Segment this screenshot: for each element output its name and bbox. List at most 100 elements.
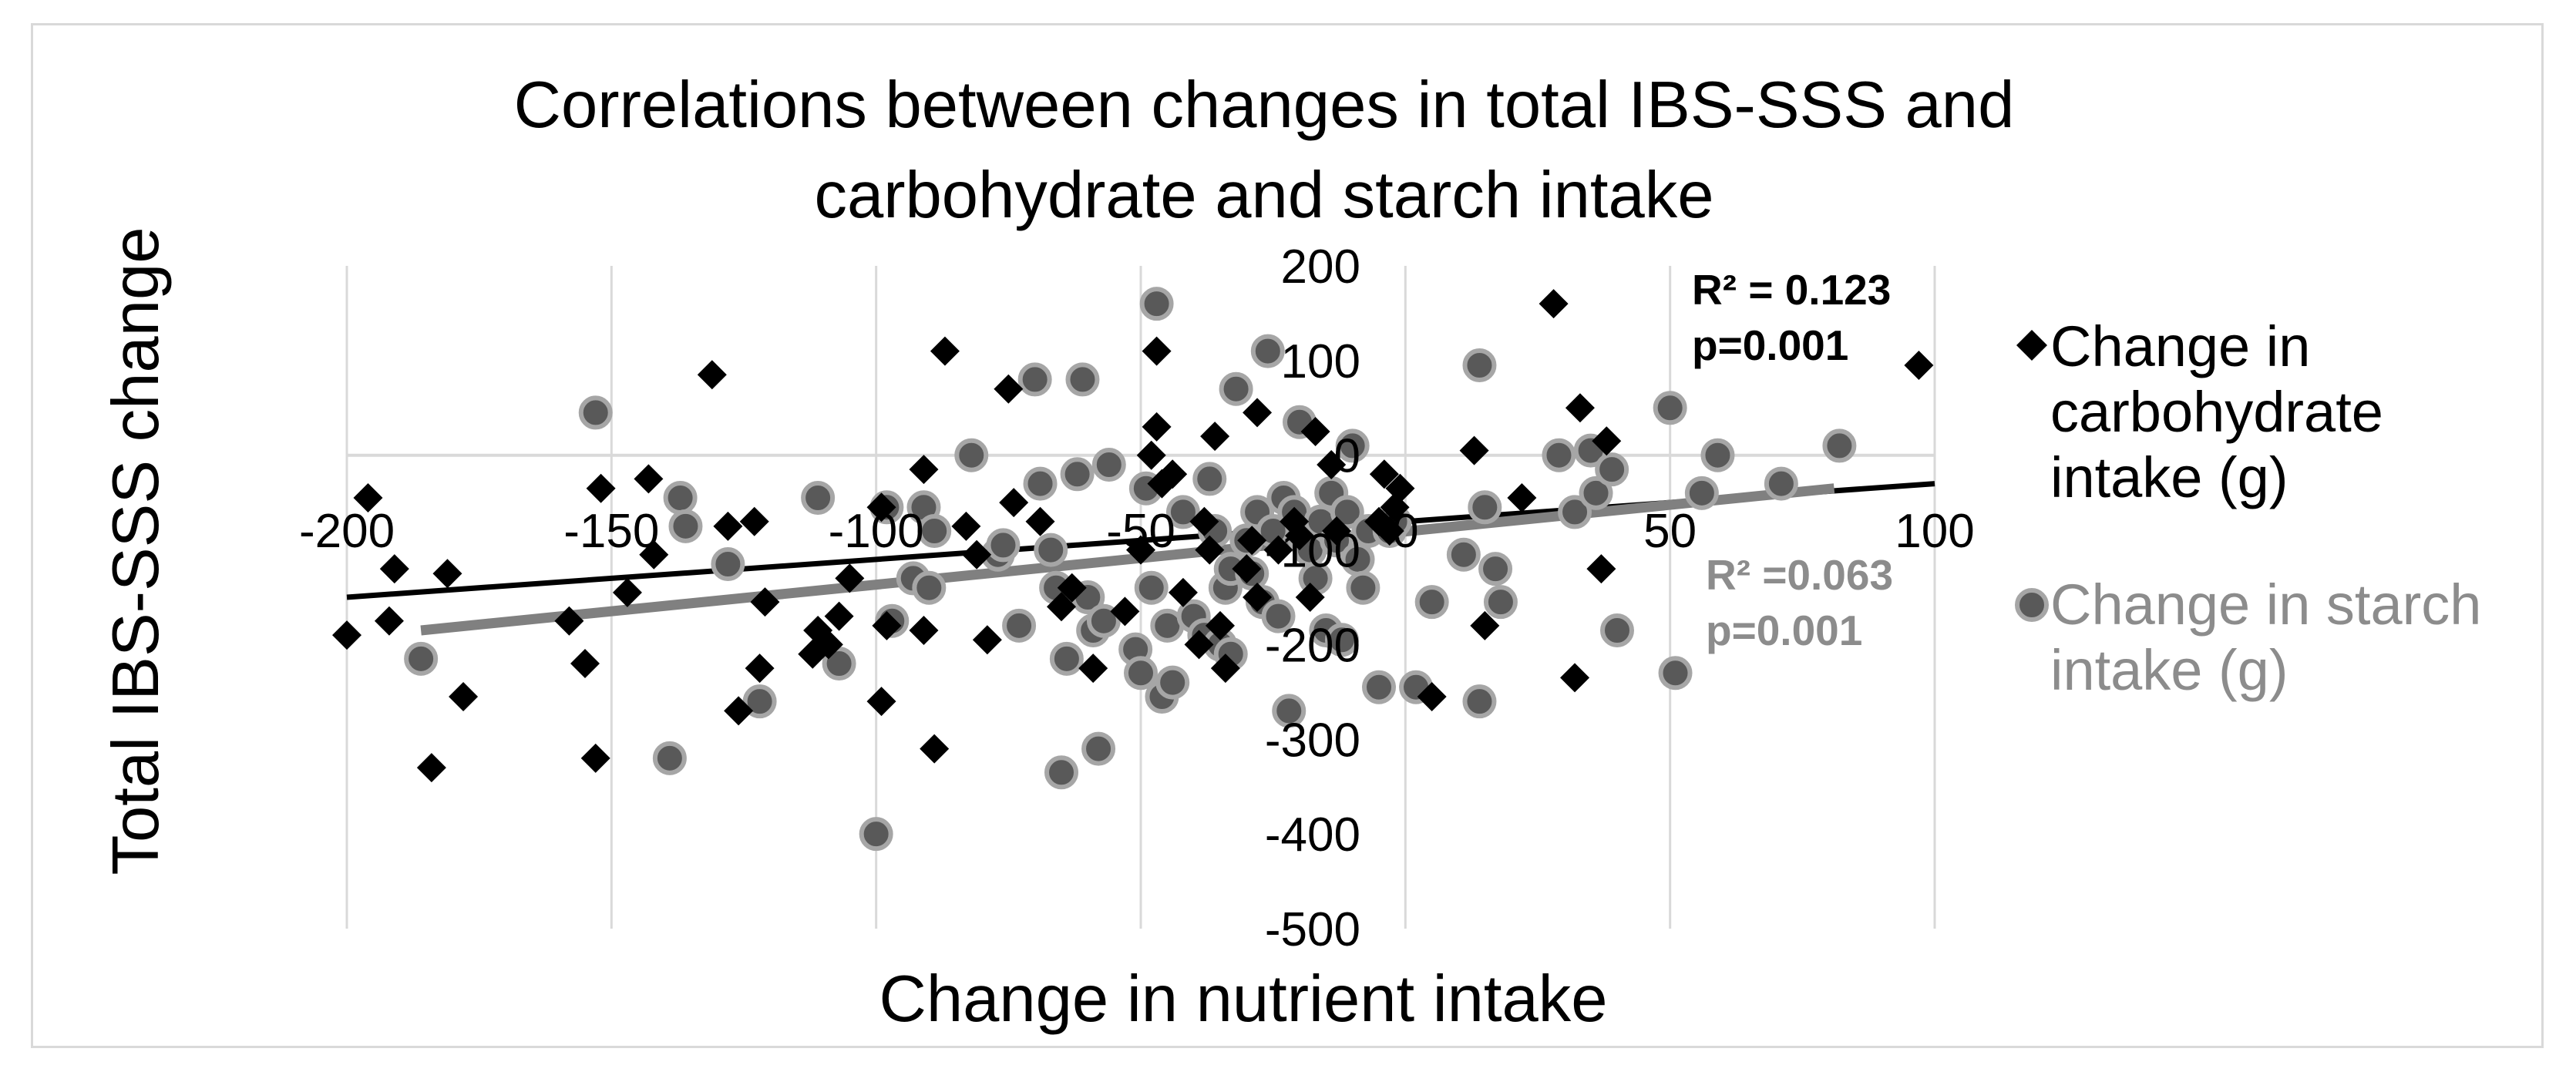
starch-point xyxy=(668,509,703,543)
x-tick-label: -50 xyxy=(1106,505,1175,558)
carbohydrate-point xyxy=(1369,459,1399,489)
trendline-annotation-0-1: p=0.001 xyxy=(1692,321,1848,369)
starch-point xyxy=(1086,603,1121,638)
starch-point xyxy=(1044,755,1078,790)
starch-point xyxy=(822,647,856,680)
starch-point xyxy=(1764,466,1798,501)
carbohydrate-point xyxy=(1126,535,1155,565)
carbohydrate-point xyxy=(835,563,865,593)
legend-starch-label: Change in starch xyxy=(2050,573,2481,637)
starch-point xyxy=(1653,391,1687,425)
starch-point xyxy=(1272,694,1306,728)
carbohydrate-point xyxy=(1592,426,1622,456)
carbohydrate-point xyxy=(1317,450,1347,479)
carbohydrate-point xyxy=(999,488,1029,518)
y-tick-label: -300 xyxy=(1265,714,1360,767)
starch-point xyxy=(954,438,989,472)
legend-starch-label: intake (g) xyxy=(2050,638,2288,702)
carbohydrate-point xyxy=(1047,592,1076,622)
carbohydrate-point xyxy=(1507,483,1537,512)
starch-point xyxy=(1658,656,1693,691)
carbohydrate-point xyxy=(1136,440,1166,470)
carbohydrate-point xyxy=(697,360,727,390)
starch-point xyxy=(1065,362,1100,397)
starch-point xyxy=(404,641,439,676)
carbohydrate-point xyxy=(1322,516,1352,546)
starch-point xyxy=(578,395,613,430)
carbohydrate-point xyxy=(1078,654,1108,684)
carbohydrate-point xyxy=(1206,610,1235,640)
carbohydrate-point xyxy=(909,455,939,485)
starch-point xyxy=(1219,371,1253,406)
x-tick-label: -100 xyxy=(829,505,924,558)
x-axis-title: Change in nutrient intake xyxy=(879,963,1607,1036)
carbohydrate-point xyxy=(1158,459,1188,489)
x-tick-label: -200 xyxy=(299,505,395,558)
carbohydrate-point xyxy=(1586,554,1616,584)
starch-point xyxy=(1462,684,1497,719)
carbohydrate-point xyxy=(1184,630,1214,660)
x-tick-label: 100 xyxy=(1895,505,1974,558)
x-tick-label: 0 xyxy=(1392,505,1418,558)
carbohydrate-point xyxy=(1195,535,1225,565)
starch-point xyxy=(742,684,777,719)
carbohydrate-point xyxy=(951,511,981,541)
starch-point xyxy=(1324,623,1359,657)
carbohydrate-point xyxy=(634,464,664,494)
legend-carbohydrate-label: carbohydrate xyxy=(2050,380,2383,444)
legend-carbohydrate-label: Change in xyxy=(2050,314,2310,378)
carbohydrate-point xyxy=(872,610,902,640)
starch-point xyxy=(986,528,1021,563)
starch-point xyxy=(1034,533,1068,567)
carbohydrate-point xyxy=(1285,521,1314,551)
y-tick-label: -200 xyxy=(1265,619,1360,672)
carbohydrate-point xyxy=(1243,398,1273,428)
starch-point xyxy=(1060,457,1095,492)
x-tick-label: 50 xyxy=(1643,505,1697,558)
carbohydrate-point xyxy=(449,682,479,711)
carbohydrate-point xyxy=(750,587,780,617)
carbohydrate-point xyxy=(724,696,754,726)
starch-point xyxy=(1684,475,1719,510)
starch-point xyxy=(711,547,745,581)
carbohydrate-point xyxy=(1374,516,1404,546)
carbohydrate-point xyxy=(379,554,409,584)
starch-point xyxy=(1155,665,1190,700)
carbohydrate-point xyxy=(612,577,642,607)
starch-point xyxy=(1330,495,1364,529)
starch-point xyxy=(1124,656,1158,691)
carbohydrate-point xyxy=(554,606,584,636)
starch-point xyxy=(652,741,687,775)
starch-point xyxy=(917,514,952,548)
carbohydrate-point xyxy=(920,734,950,764)
chart-title-line-2: carbohydrate and starch intake xyxy=(814,159,1713,232)
carbohydrate-point xyxy=(586,473,616,503)
starch-trendline xyxy=(420,483,1835,636)
y-axis-title: Total IBS-SSS change xyxy=(99,227,173,875)
starch-point xyxy=(1091,448,1126,482)
starch-point xyxy=(1261,599,1296,633)
starch-point xyxy=(1462,348,1497,382)
tick-labels: -200 -150 -100 -50 0 50 100-500-400-300-200-10… xyxy=(299,240,1975,956)
carbohydrate-point xyxy=(1539,289,1569,319)
carbohydrate-point xyxy=(745,654,775,684)
starch-point xyxy=(801,481,836,515)
carbohydrate-point xyxy=(994,374,1024,404)
carbohydrate-point xyxy=(353,483,383,512)
y-tick-label: -400 xyxy=(1265,808,1360,862)
starch-point xyxy=(1478,552,1513,586)
carbohydrate-point xyxy=(570,649,600,678)
y-tick-label: 200 xyxy=(1281,240,1360,294)
carbohydrate-point xyxy=(332,620,362,650)
legend-starch-marker xyxy=(2015,588,2049,622)
carbohydrate-point xyxy=(739,506,769,536)
carbohydrate-point xyxy=(1417,682,1447,711)
carbohydrate-point xyxy=(1385,473,1415,503)
starch-point xyxy=(1134,570,1169,605)
starch-point xyxy=(1483,585,1518,620)
trendline-annotation-1-0: R² =0.063 xyxy=(1706,551,1893,599)
carbohydrate-point xyxy=(909,616,939,645)
starch-point xyxy=(1192,462,1227,496)
